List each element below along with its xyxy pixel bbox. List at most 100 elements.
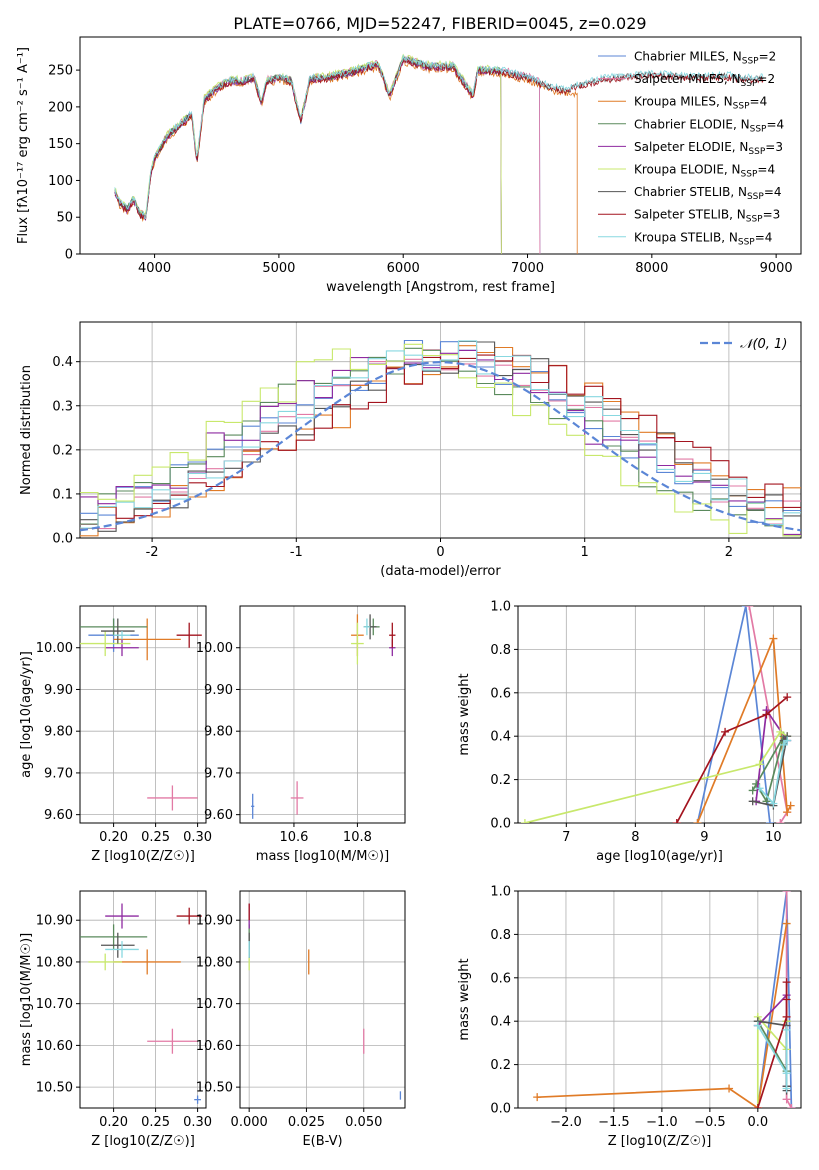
- weight-series-chabrier-elodie: [748, 732, 788, 806]
- y-tick-label: 9.60: [204, 808, 233, 823]
- plot-area: [533, 891, 796, 1108]
- x-axis-label: Z [log10(Z/Z☉)]: [91, 849, 195, 864]
- weight-marker: [782, 1095, 791, 1104]
- legend-label-suffix: =4: [766, 117, 784, 131]
- y-axis-label: Flux [fλ10⁻¹⁷ erg cm⁻² s⁻¹ A⁻¹]: [16, 47, 31, 244]
- x-axis-label: wavelength [Angstrom, rest frame]: [326, 280, 555, 295]
- weight-marker: [721, 727, 730, 736]
- legend-label-text: Kroupa ELODIE, N: [634, 163, 741, 177]
- y-axis-label: mass weight: [457, 958, 472, 1040]
- x-tick-label: 0.30: [183, 830, 212, 845]
- weight-marker: [755, 784, 764, 793]
- y-tick-label: 10.60: [196, 1039, 233, 1054]
- legend-label-subscript: SSP: [750, 124, 767, 134]
- errorbar-point-salpeter-miles: [290, 781, 304, 815]
- y-tick-label: 9.70: [44, 766, 73, 781]
- y-axis-label: Normed distribution: [19, 365, 34, 495]
- y-tick-label: 0.0: [52, 532, 73, 547]
- legend-label-subscript: SSP: [747, 192, 764, 202]
- weight-marker: [741, 606, 750, 610]
- y-tick-label: 10.00: [196, 641, 233, 656]
- histogram-chabrier-stelib: [80, 340, 801, 532]
- weight-marker: [753, 1104, 762, 1108]
- x-tick-label: 0.0: [747, 1115, 768, 1130]
- legend-label: Kroupa STELIB, NSSP=4: [634, 230, 772, 247]
- weight-marker: [782, 995, 791, 1004]
- legend-label: Salpeter STELIB, NSSP=3: [634, 208, 780, 225]
- x-tick-label: 10: [765, 830, 782, 845]
- spectrum-series-salpeter-miles: [114, 55, 541, 254]
- y-tick-label: 0.2: [490, 773, 511, 788]
- weight-line: [676, 696, 788, 823]
- plot-area: [248, 903, 402, 1100]
- y-tick-label: 10.00: [36, 641, 73, 656]
- x-tick-label: 0.025: [288, 1115, 325, 1130]
- weight-line: [752, 735, 789, 807]
- legend-label-subscript: SSP: [742, 57, 759, 67]
- axes-frame: [517, 890, 802, 1109]
- legend-label: Chabrier ELODIE, NSSP=4: [634, 117, 784, 134]
- weight-marker: [672, 819, 681, 823]
- plot-area: [251, 614, 396, 819]
- weight-series-kroupa-elodie: [520, 727, 792, 823]
- x-tick-label: 8: [631, 830, 639, 845]
- y-tick-label: 0.2: [490, 1058, 511, 1073]
- y-tick-label: 9.80: [204, 725, 233, 740]
- weight-series-salpeter-stelib: [753, 978, 791, 1108]
- weight-marker: [748, 786, 757, 795]
- legend-label: Salpeter ELODIE, NSSP=3: [634, 140, 783, 157]
- legend-label: Chabrier MILES, NSSP=2: [634, 50, 776, 67]
- legend-label-subscript: SSP: [738, 237, 755, 247]
- weight-series-kroupa-stelib: [755, 736, 792, 808]
- x-tick-label: 9: [700, 830, 708, 845]
- weight-marker: [783, 693, 792, 702]
- legend-label-text: Kroupa MILES, N: [634, 95, 733, 109]
- weight-marker: [782, 919, 791, 928]
- y-tick-label: 200: [48, 100, 73, 115]
- errorbar-point-salpeter-stelib: [389, 622, 396, 648]
- weight-marker: [762, 710, 771, 719]
- panel-residuals: -2 -1 0 1 2 0.0 0.1 0.2 0.3 0.4 (data-model)/error…: [19, 321, 802, 579]
- weight-line: [757, 1025, 788, 1089]
- panel-mass_weight_vs_age: 7 8 9 10 0.0 0.2 0.4 0.6 0.8 1.0 age [log10(age/yr…: [457, 600, 802, 864]
- x-tick-label: 0.20: [99, 830, 128, 845]
- y-tick-label: 10.50: [196, 1081, 233, 1096]
- errorbar-point-chabrier-miles: [194, 1095, 201, 1104]
- weight-series-kroupa-stelib: [753, 1021, 791, 1093]
- errorbar-point-salpeter-miles: [147, 785, 198, 811]
- x-tick-label: 7000: [511, 261, 544, 276]
- y-tick-label: 0.6: [490, 686, 511, 701]
- weight-marker: [533, 1093, 542, 1102]
- x-tick-label: 0.050: [345, 1115, 382, 1130]
- errorbar-point-chabrier-stelib: [101, 618, 135, 644]
- weight-marker: [783, 736, 792, 745]
- x-axis-label: Z [log10(Z/Z☉)]: [91, 1134, 195, 1149]
- y-tick-label: 0.2: [52, 443, 73, 458]
- weight-line: [537, 923, 788, 1108]
- y-tick-label: 10.90: [36, 914, 73, 929]
- errorbar-point-kroupa-stelib: [105, 941, 139, 958]
- weight-marker: [787, 1104, 796, 1108]
- weight-marker: [786, 801, 795, 810]
- x-tick-label: 8000: [635, 261, 668, 276]
- legend-label-text: Chabrier STELIB, N: [634, 185, 747, 199]
- weight-series-salpeter-miles: [782, 891, 796, 1108]
- legend-label-text: Kroupa STELIB, N: [634, 230, 738, 244]
- weight-marker: [782, 1012, 791, 1021]
- weight-line: [524, 730, 788, 823]
- y-tick-label: 9.60: [44, 808, 73, 823]
- x-axis-label: age [log10(age/yr)]: [596, 849, 723, 864]
- y-tick-label: 1.0: [490, 885, 511, 900]
- spectrum-series-kroupa-stelib: [114, 54, 764, 220]
- weight-marker: [755, 760, 764, 769]
- errorbar-point-chabrier-elodie: [80, 618, 148, 636]
- y-tick-label: 0: [65, 248, 73, 263]
- x-tick-label: 4000: [138, 261, 171, 276]
- weight-marker: [520, 819, 529, 823]
- weight-series-kroupa-miles: [693, 634, 795, 823]
- x-tick-label: 5000: [262, 261, 295, 276]
- normal-curve: [80, 360, 801, 532]
- x-tick-label: 0.30: [183, 1115, 212, 1130]
- legend-label-subscript: SSP: [741, 79, 758, 89]
